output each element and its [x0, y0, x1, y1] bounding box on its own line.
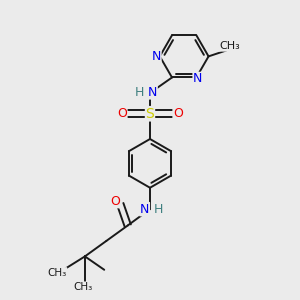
Text: H: H [135, 86, 144, 99]
Text: S: S [146, 107, 154, 121]
Text: CH₃: CH₃ [219, 41, 240, 51]
Text: H: H [154, 202, 164, 216]
Text: N: N [152, 50, 161, 63]
Text: O: O [173, 107, 183, 120]
Text: N: N [140, 202, 149, 216]
Text: N: N [148, 86, 157, 99]
Text: N: N [193, 73, 203, 85]
Text: CH₃: CH₃ [47, 268, 67, 278]
Text: O: O [110, 195, 120, 208]
Text: O: O [117, 107, 127, 120]
Text: CH₃: CH₃ [73, 282, 92, 292]
